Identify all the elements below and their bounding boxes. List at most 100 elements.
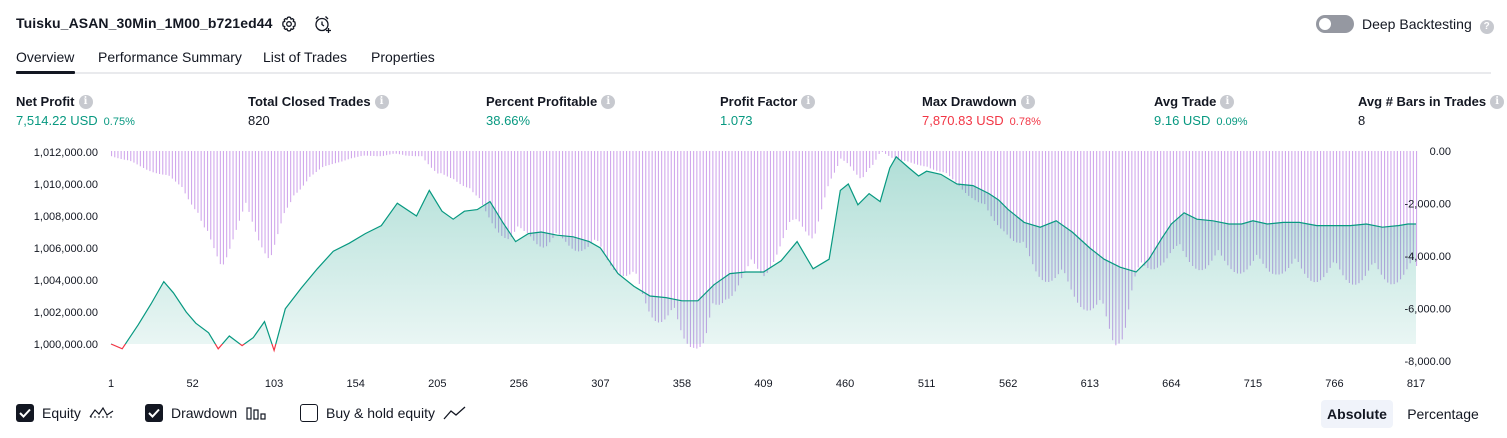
- legend-buy-hold-equity[interactable]: Buy & hold equity: [300, 404, 467, 422]
- drawdown-bar: [200, 151, 202, 221]
- drawdown-bar: [686, 151, 688, 344]
- drawdown-bar: [712, 151, 714, 304]
- drawdown-bar: [942, 151, 944, 173]
- drawdown-bar: [1406, 151, 1408, 270]
- drawdown-bar: [1364, 151, 1366, 276]
- drawdown-bar: [562, 151, 564, 239]
- drawdown-bar: [1374, 151, 1376, 264]
- drawdown-bar: [849, 151, 851, 167]
- drawdown-bar: [1019, 151, 1021, 243]
- deep-backtesting-toggle[interactable]: [1316, 15, 1354, 33]
- add-alert-button[interactable]: [313, 14, 333, 34]
- drawdown-bar: [981, 151, 983, 204]
- stat-max-drawdown-value: 7,870.83 USD 0.78%: [922, 113, 1041, 128]
- equity-drawdown-chart[interactable]: 1,012,000.00 1,010,000.00 1,008,000.00 1,00…: [0, 140, 1507, 398]
- x-tick-label: 460: [836, 378, 854, 390]
- drawdown-bar: [542, 151, 544, 248]
- drawdown-bar: [933, 151, 935, 170]
- x-tick-label: 715: [1244, 378, 1262, 390]
- tab-overview[interactable]: Overview: [16, 49, 75, 65]
- drawdown-bar: [373, 151, 375, 156]
- info-icon[interactable]: i: [1220, 94, 1235, 109]
- tab-list-of-trades[interactable]: List of Trades: [263, 49, 348, 65]
- drawdown-bar: [776, 151, 778, 255]
- drawdown-bar: [1192, 151, 1194, 266]
- drawdown-bar: [773, 151, 775, 262]
- drawdown-bar: [334, 151, 336, 164]
- buy-hold-checkbox[interactable]: [300, 404, 318, 422]
- drawdown-bar: [578, 151, 580, 252]
- drawdown-bar: [1140, 151, 1142, 263]
- y-tick-label: 1,008,000.00: [34, 211, 98, 223]
- drawdown-bar: [1227, 151, 1229, 266]
- drawdown-bar: [757, 151, 759, 269]
- drawdown-bar: [1377, 151, 1379, 270]
- drawdown-bar: [226, 151, 228, 258]
- x-tick-label: 409: [754, 378, 772, 390]
- drawdown-bar: [821, 151, 823, 210]
- legend-equity[interactable]: Equity: [16, 404, 115, 422]
- absolute-button[interactable]: Absolute: [1321, 400, 1393, 428]
- drawdown-bar: [1195, 151, 1197, 269]
- drawdown-bar: [146, 151, 148, 170]
- drawdown-bar: [1176, 151, 1178, 246]
- info-icon[interactable]: i: [374, 94, 389, 109]
- drawdown-bar: [366, 151, 368, 156]
- drawdown-bar: [1124, 151, 1126, 328]
- drawdown-bar: [1185, 151, 1187, 258]
- drawdown-bar: [891, 151, 893, 158]
- info-icon[interactable]: i: [78, 94, 93, 109]
- drawdown-bar: [290, 151, 292, 203]
- drawdown-bar: [402, 151, 404, 155]
- drawdown-bar: [338, 151, 340, 163]
- drawdown-bar: [789, 151, 791, 222]
- drawdown-bar: [539, 151, 541, 247]
- stat-avg-trade-label: Avg Trade i: [1154, 94, 1235, 109]
- equity-checkbox[interactable]: [16, 404, 34, 422]
- drawdown-bar: [670, 151, 672, 311]
- drawdown-bar: [603, 151, 605, 254]
- question-circle-icon[interactable]: ?: [1479, 19, 1494, 34]
- x-tick-label: 766: [1325, 378, 1343, 390]
- drawdown-checkbox[interactable]: [145, 404, 163, 422]
- drawdown-bar: [1281, 151, 1283, 274]
- drawdown-bar: [1224, 151, 1226, 261]
- drawdown-bar: [661, 151, 663, 322]
- stat-label-text: Avg Trade: [1154, 94, 1217, 109]
- drawdown-bar: [811, 151, 813, 239]
- drawdown-bar: [357, 151, 359, 157]
- drawdown-bar: [1284, 151, 1286, 272]
- drawdown-bar: [1086, 151, 1088, 311]
- stat-label-text: Profit Factor: [720, 94, 798, 109]
- info-icon[interactable]: i: [801, 94, 816, 109]
- drawdown-bar: [523, 151, 525, 231]
- drawdown-bar: [894, 151, 896, 160]
- drawdown-bar: [638, 151, 640, 284]
- percentage-button[interactable]: Percentage: [1407, 406, 1479, 422]
- stat-value: 9.16 USD: [1154, 113, 1211, 128]
- info-icon[interactable]: i: [1490, 94, 1505, 109]
- settings-button[interactable]: [279, 14, 299, 34]
- legend-drawdown[interactable]: Drawdown: [145, 404, 267, 422]
- drawdown-bar: [747, 151, 749, 267]
- drawdown-bar: [1240, 151, 1242, 274]
- drawdown-bar: [971, 151, 973, 199]
- drawdown-bar: [997, 151, 999, 226]
- drawdown-bar: [510, 151, 512, 237]
- drawdown-bar: [824, 151, 826, 198]
- stat-total-closed-trades-label: Total Closed Trades i: [248, 94, 389, 109]
- drawdown-bar: [910, 151, 912, 163]
- drawdown-bar: [952, 151, 954, 180]
- info-icon[interactable]: i: [601, 94, 616, 109]
- drawdown-bar: [1134, 151, 1136, 277]
- alarm-clock-add-icon: [315, 16, 331, 33]
- info-icon[interactable]: i: [1020, 94, 1035, 109]
- drawdown-bar: [328, 151, 330, 166]
- drawdown-bar: [590, 151, 592, 244]
- stat-label-text: Avg # Bars in Trades: [1358, 94, 1487, 109]
- drawdown-bar: [610, 151, 612, 266]
- drawdown-bar: [750, 151, 752, 260]
- drawdown-bar: [286, 151, 288, 208]
- tab-properties[interactable]: Properties: [371, 49, 435, 65]
- tab-performance-summary[interactable]: Performance Summary: [98, 49, 242, 65]
